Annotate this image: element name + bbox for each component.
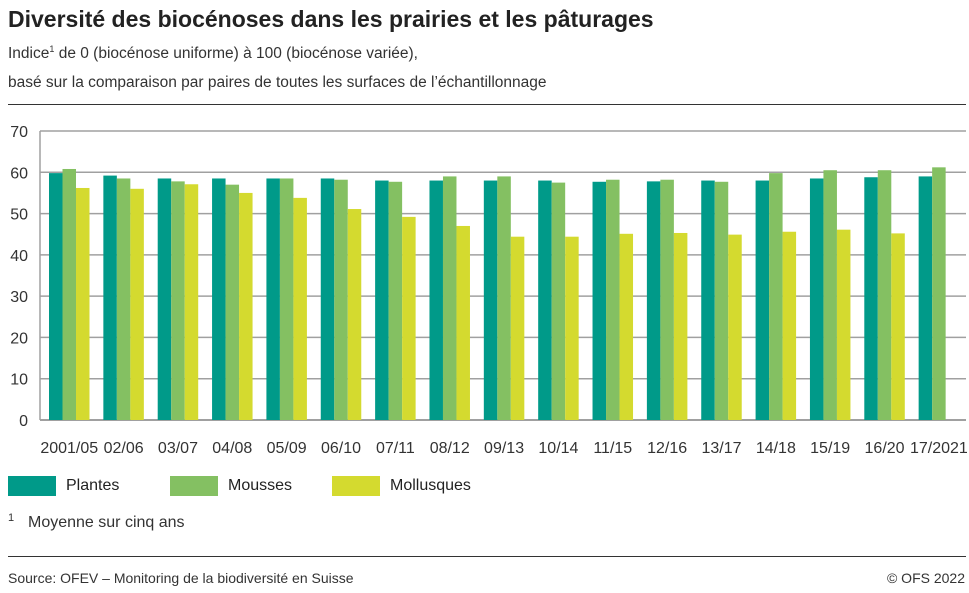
x-tick-label: 04/08 — [212, 440, 252, 457]
legend-swatch — [170, 476, 218, 496]
plot-area: 0 10 20 30 40 50 60 70 2001/05 02/06 03/07 04/08 05/… — [10, 124, 968, 457]
y-tick-label: 30 — [10, 289, 28, 306]
x-tick-label: 06/10 — [321, 440, 361, 457]
bar-mousses — [551, 182, 566, 420]
bar-mousses — [932, 167, 946, 420]
bar-plantes — [103, 175, 117, 420]
x-tick-label: 15/19 — [810, 440, 850, 457]
bar-mollusques — [891, 233, 905, 420]
legend-item-mousses: Mousses — [170, 476, 292, 496]
x-tick-label: 07/11 — [376, 440, 415, 457]
bar-plantes — [755, 180, 770, 420]
y-tick-label: 0 — [19, 413, 28, 430]
legend-label: Plantes — [66, 477, 120, 494]
bar-mousses — [714, 181, 729, 420]
bar-plantes — [375, 180, 389, 420]
bar-mollusques — [402, 216, 416, 420]
bar-plantes — [864, 177, 878, 420]
x-tick-label: 12/16 — [647, 440, 687, 457]
x-tick-label: 2001/05 — [40, 440, 98, 457]
subtitle-text: Indice — [8, 45, 50, 63]
footnote-ref: 1 — [49, 44, 55, 54]
bar-plantes — [49, 173, 63, 420]
x-tick-label: 09/13 — [484, 440, 524, 457]
bar-mousses — [442, 176, 457, 420]
bar-mollusques — [510, 236, 525, 420]
bar-plantes — [538, 180, 552, 420]
x-tick-label: 02/06 — [104, 440, 144, 457]
bar-mousses — [279, 178, 294, 420]
bar-mollusques — [619, 233, 634, 420]
x-tick-label: 17/2021 — [910, 440, 968, 457]
bar-mollusques — [347, 209, 362, 420]
chart-subtitle-2: basé sur la comparaison par paires de to… — [8, 74, 547, 91]
legend-swatch — [8, 476, 56, 496]
bar-mousses — [877, 170, 892, 420]
y-tick-label: 40 — [10, 248, 28, 265]
legend-label: Mollusques — [390, 477, 471, 494]
x-tick-label: 13/17 — [701, 440, 741, 457]
bar-plantes — [918, 176, 933, 420]
bar-mousses — [660, 179, 674, 420]
bar-mousses — [225, 184, 240, 420]
copyright: © OFS 2022 — [886, 570, 965, 586]
bar-mollusques — [782, 231, 797, 420]
legend-label: Mousses — [228, 477, 293, 494]
subtitle-text: de 0 (biocénose uniforme) à 100 (biocéno… — [54, 45, 418, 63]
x-tick-label: 10/14 — [538, 440, 578, 457]
bar-mollusques — [293, 197, 307, 420]
bar-mousses — [823, 170, 837, 420]
bar-plantes — [483, 180, 498, 420]
bar-mollusques — [673, 232, 688, 420]
divider — [8, 556, 966, 557]
bar-mousses — [334, 179, 348, 420]
bar-mousses — [116, 178, 131, 420]
bar-mousses — [62, 168, 76, 420]
bar-mollusques — [184, 184, 199, 420]
bar-plantes — [212, 178, 226, 420]
bar-mollusques — [456, 225, 470, 420]
bar-mollusques — [728, 234, 742, 420]
x-tick-label: 05/09 — [267, 440, 307, 457]
bar-mollusques — [76, 187, 90, 420]
bar-mousses — [497, 176, 511, 420]
x-tick-label: 08/12 — [430, 440, 470, 457]
legend-item-mollusques: Mollusques — [332, 476, 471, 496]
bar-plantes — [809, 178, 824, 420]
bar-mollusques — [239, 192, 253, 420]
y-tick-label: 70 — [10, 124, 28, 141]
x-tick-label: 16/20 — [865, 440, 905, 457]
bar-plantes — [701, 180, 715, 420]
footnote-text: Moyenne sur cinq ans — [28, 514, 185, 531]
divider — [8, 104, 966, 105]
footnote-mark: 1 — [8, 512, 15, 524]
y-tick-label: 60 — [10, 165, 28, 182]
y-tick-label: 10 — [10, 372, 28, 389]
bar-plantes — [429, 180, 443, 420]
bar-plantes — [266, 178, 280, 420]
x-tick-label: 03/07 — [158, 440, 198, 457]
bar-mollusques — [130, 188, 144, 420]
source: Source: OFEV – Monitoring de la biodiver… — [8, 570, 354, 586]
bar-mousses — [606, 179, 620, 420]
x-tick-label: 14/18 — [756, 440, 796, 457]
bar-plantes — [646, 181, 661, 420]
bar-mousses — [388, 181, 403, 420]
chart-title: Diversité des biocénoses dans les prairi… — [8, 6, 654, 32]
bar-mollusques — [836, 229, 851, 420]
chart-subtitle-1: Indice1 de 0 (biocénose uniforme) à 100 … — [8, 44, 418, 63]
y-tick-label: 50 — [10, 207, 28, 224]
x-tick-label: 11/15 — [593, 440, 632, 457]
bar-plantes — [157, 178, 172, 420]
legend-item-plantes: Plantes — [8, 476, 119, 496]
bar-mousses — [769, 173, 783, 420]
y-tick-label: 20 — [10, 330, 28, 347]
legend-swatch — [332, 476, 380, 496]
bar-plantes — [320, 178, 335, 420]
bar-plantes — [592, 181, 607, 420]
bar-mollusques — [565, 236, 579, 420]
bar-mousses — [171, 181, 185, 420]
